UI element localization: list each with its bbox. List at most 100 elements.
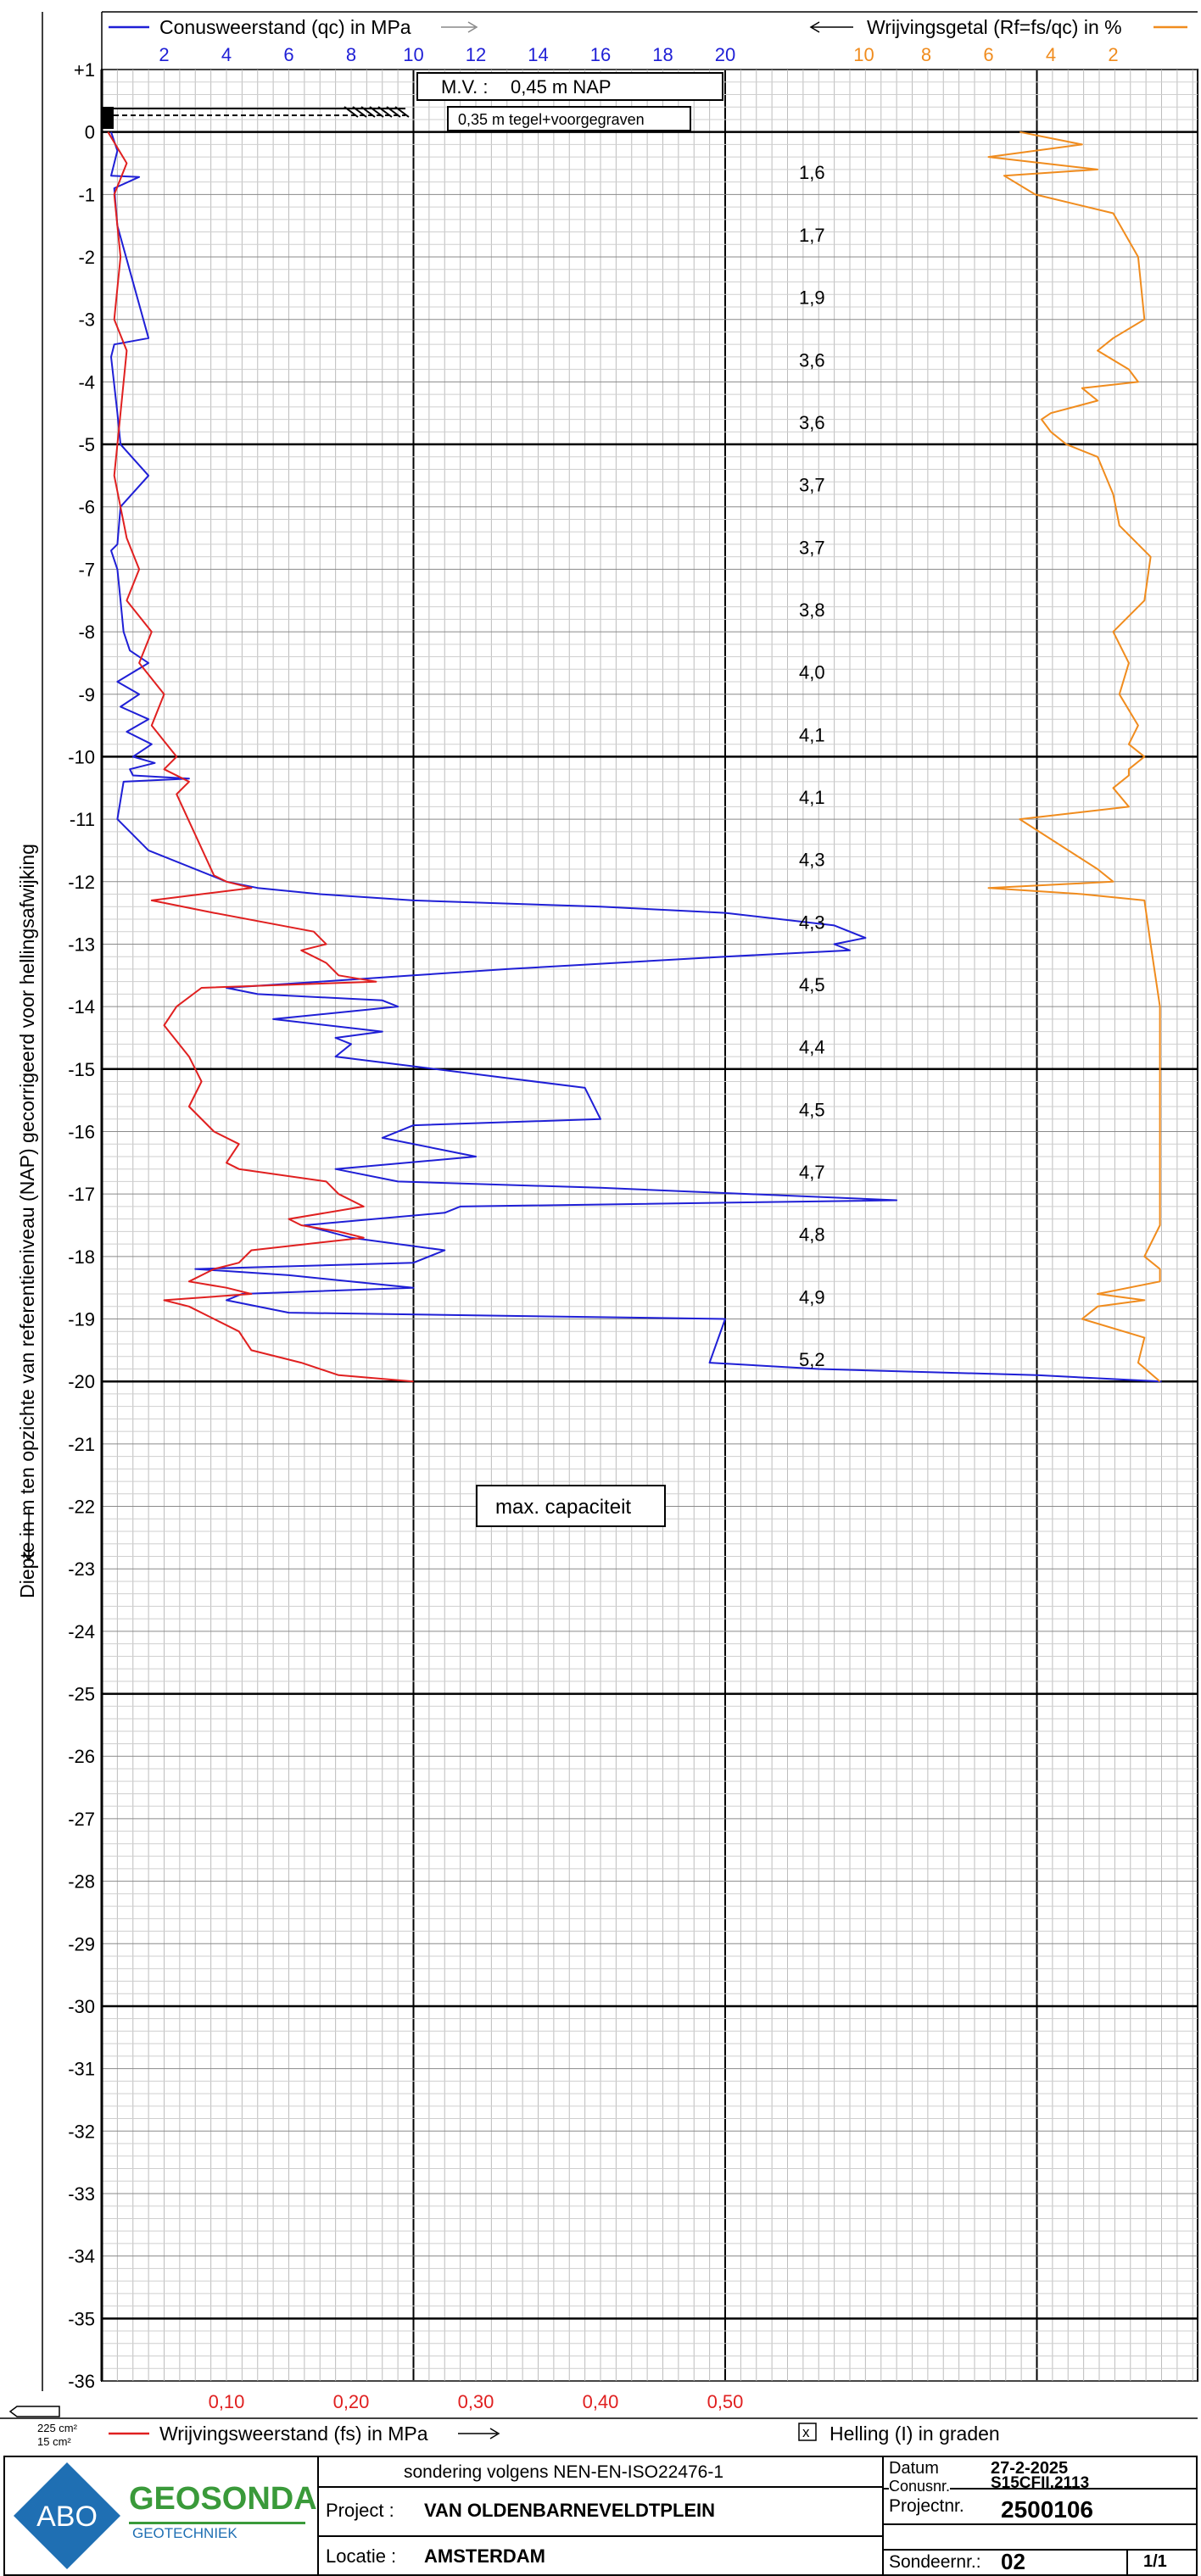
conusnr-value: S15CFII.2113: [991, 2474, 1090, 2492]
depth-tick-label: -36: [68, 2371, 95, 2392]
standard-text: sondering volgens NEN-EN-ISO22476-1: [404, 2462, 724, 2482]
depth-tick-label: -29: [68, 1933, 95, 1954]
depth-tick-label: -22: [68, 1497, 95, 1518]
rf-tick-labels: 10 8 6 4 2: [853, 44, 1118, 65]
qc-tick-label: 4: [221, 44, 232, 65]
qc-tick-label: 12: [466, 44, 486, 65]
arrow-left-head-icon: [809, 21, 820, 33]
qc-tick-label: 2: [159, 44, 169, 65]
logo-underline: [129, 2522, 305, 2524]
meta-divider-2: [882, 2523, 1198, 2525]
rf-legend: Wrijvingsgetal (Rf=fs/qc) in %: [867, 16, 1122, 38]
helling-checkbox-mark: x: [802, 2424, 810, 2440]
cpt-chart: 2 4 6 8 10 12 14 16 18 20 10 8 6 4 2 0,10 0,20 0,30 0,40…: [0, 11, 1198, 2448]
locatie-label: Locatie :: [326, 2545, 397, 2567]
datum-label: Datum: [889, 2459, 939, 2478]
depth-tick-label: -28: [68, 1871, 95, 1893]
depth-annotation: 4,5: [799, 974, 825, 995]
rf-series-line: [987, 131, 1161, 1382]
qc-tick-label: 18: [652, 44, 673, 65]
fs-tick-label: 0,20: [333, 2391, 370, 2412]
max-capacity-label: max. capaciteit: [495, 1496, 631, 1519]
depth-tick-label: -8: [78, 622, 95, 643]
depth-tick-label: -24: [68, 1621, 95, 1642]
depth-annotation: 4,7: [799, 1162, 825, 1183]
depth-tick-label: -6: [78, 497, 95, 518]
projectnr-label: Projectnr.: [889, 2496, 964, 2516]
depth-tick-labels: +1 0 -1 -2 -3 -4 -5 -6 -7 -8 -9 -10 -11 -12 -13 -14 -15 -…: [68, 59, 95, 2392]
depth-tick-label: -33: [68, 2183, 95, 2205]
depth-arrow-head-icon: [23, 1551, 35, 1562]
depth-annotation: 4,3: [799, 912, 825, 933]
meta-box: [882, 2456, 1198, 2576]
qc-tick-labels: 2 4 6 8 10 12 14 16 18 20: [159, 44, 735, 65]
depth-annotation: 4,1: [799, 724, 825, 745]
qc-tick-label: 14: [528, 44, 548, 65]
depth-tick-label: -15: [68, 1059, 95, 1080]
qc-legend: Conusweerstand (qc) in MPa: [159, 16, 411, 38]
depth-tick-label: -13: [68, 934, 95, 955]
surface-box: [447, 106, 691, 131]
grid: [0, 11, 1198, 2419]
locatie-value: AMSTERDAM: [424, 2545, 545, 2567]
page-number: 1/1: [1143, 2552, 1167, 2571]
depth-tick-label: -35: [68, 2308, 95, 2329]
depth-tick-label: -27: [68, 1809, 95, 1830]
depth-tick-label: -23: [68, 1558, 95, 1580]
footer: ABO GEOSONDA GEOTECHNIEK sondering volge…: [0, 2456, 1201, 2576]
qc-tick-label: 6: [283, 44, 293, 65]
depth-annotation: 4,3: [799, 850, 825, 871]
depth-tick-label: -7: [78, 559, 95, 580]
depth-tick-label: -5: [78, 434, 95, 455]
cone-area-2: 15 cm²: [37, 2435, 71, 2448]
fs-tick-label: 0,50: [707, 2391, 744, 2412]
depth-tick-label: -1: [78, 184, 95, 205]
depth-tick-label: -21: [68, 1434, 95, 1455]
depth-tick-label: -26: [68, 1746, 95, 1767]
depth-tick-label: -30: [68, 1996, 95, 2017]
depth-tick-label: -20: [68, 1371, 95, 1392]
depth-annotation: 3,7: [799, 537, 825, 558]
abo-logo-icon: ABO: [14, 2462, 120, 2569]
depth-annotation: 4,5: [799, 1099, 825, 1120]
fs-arrow-head-icon: [489, 2428, 500, 2439]
qc-tick-label: 8: [346, 44, 356, 65]
depth-tick-label: +1: [74, 59, 95, 81]
depth-tick-label: -32: [68, 2121, 95, 2142]
depth-annotation: 1,9: [799, 287, 825, 309]
depth-tick-label: -12: [68, 872, 95, 893]
surface-layer: [102, 107, 114, 129]
depth-annotation: 1,7: [799, 225, 825, 246]
fs-tick-label: 0,40: [583, 2391, 619, 2412]
projectnr-value: 2500106: [1001, 2496, 1094, 2523]
mv-label: M.V. :: [441, 76, 488, 98]
rf-tick-label: 2: [1108, 44, 1118, 65]
depth-annotation: 4,9: [799, 1286, 825, 1308]
depth-annotation: 3,7: [799, 475, 825, 496]
meta-divider-1: [882, 2488, 1198, 2490]
depth-tick-label: -31: [68, 2059, 95, 2080]
depth-tick-label: -11: [70, 809, 95, 830]
mv-value: 0,45 m NAP: [511, 76, 612, 98]
fs-tick-label: 0,30: [458, 2391, 494, 2412]
meta-divider-4: [1126, 2549, 1128, 2576]
depth-annotation: 1,6: [799, 162, 825, 183]
depth-tick-label: 0: [85, 122, 95, 143]
helling-checkbox: [798, 2423, 817, 2441]
surface-label: 0,35 m tegel+voorgegraven: [458, 111, 645, 128]
fs-tick-label: 0,10: [209, 2391, 245, 2412]
abo-logo-text: ABO: [36, 2501, 98, 2533]
conusnr-label: Conusnr.: [889, 2478, 951, 2495]
depth-annotation: 5,2: [799, 1349, 825, 1370]
geotechniek-logo: GEOTECHNIEK: [132, 2525, 237, 2541]
qc-tick-label: 16: [590, 44, 611, 65]
sondeernr-label: Sondeernr.:: [889, 2552, 981, 2572]
rf-tick-label: 10: [853, 44, 874, 65]
rf-tick-label: 8: [921, 44, 931, 65]
max-capacity-box: [476, 1485, 666, 1527]
depth-annotation: 4,8: [799, 1224, 825, 1246]
cone-area-1: 225 cm²: [37, 2422, 78, 2434]
rf-tick-label: 6: [983, 44, 993, 65]
depth-annotation: 4,1: [799, 787, 825, 808]
sondeernr-value: 02: [1001, 2549, 1025, 2574]
